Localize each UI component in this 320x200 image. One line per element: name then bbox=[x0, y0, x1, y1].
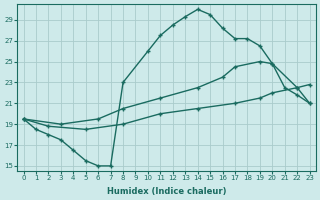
X-axis label: Humidex (Indice chaleur): Humidex (Indice chaleur) bbox=[107, 187, 226, 196]
